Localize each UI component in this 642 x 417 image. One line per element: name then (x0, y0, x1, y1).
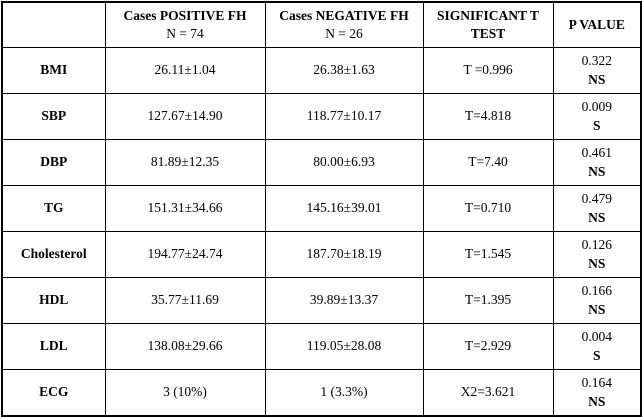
p-value: 0.009 (581, 99, 612, 115)
row-label: BMI (1, 47, 106, 94)
significance-flag: NS (588, 71, 606, 87)
table-row-hdl: HDL 35.77±11.69 39.89±13.37 T=1.395 0.16… (1, 277, 642, 324)
header-negative-n: N = 26 (325, 26, 363, 41)
test-value: T=1.395 (422, 277, 554, 324)
positive-value: 26.11±1.04 (104, 47, 266, 94)
negative-value: 187.70±18.19 (264, 231, 424, 278)
header-negative-title: Cases NEGATIVE FH (279, 7, 409, 23)
table-row-ecg: ECG 3 (10%) 1 (3.3%) X2=3.621 0.164 NS (1, 369, 642, 417)
negative-value: 39.89±13.37 (264, 277, 424, 324)
significance-flag: NS (588, 209, 606, 225)
test-value: T=7.40 (422, 139, 554, 186)
positive-value: 151.31±34.66 (104, 185, 266, 232)
negative-value: 145.16±39.01 (264, 185, 424, 232)
p-value-cell: 0.164 NS (552, 369, 642, 417)
p-value: 0.004 (581, 329, 612, 345)
p-value-cell: 0.166 NS (552, 277, 642, 324)
significance-flag: NS (588, 255, 606, 271)
row-label: DBP (1, 139, 106, 186)
positive-value: 138.08±29.66 (104, 323, 266, 370)
test-value: T=0.710 (422, 185, 554, 232)
negative-value: 119.05±28.08 (264, 323, 424, 370)
positive-value: 81.89±12.35 (104, 139, 266, 186)
table-row-bmi: BMI 26.11±1.04 26.38±1.63 T =0.996 0.322… (1, 47, 642, 94)
table-row-ldl: LDL 138.08±29.66 119.05±28.08 T=2.929 0.… (1, 323, 642, 370)
table-row-tg: TG 151.31±34.66 145.16±39.01 T=0.710 0.4… (1, 185, 642, 232)
test-value: T=2.929 (422, 323, 554, 370)
header-empty-cell (1, 1, 106, 48)
p-value-cell: 0.479 NS (552, 185, 642, 232)
negative-value: 118.77±10.17 (264, 93, 424, 140)
negative-value: 80.00±6.93 (264, 139, 424, 186)
significance-flag: S (592, 347, 601, 363)
p-value: 0.322 (581, 53, 612, 69)
test-value: X2=3.621 (422, 369, 554, 417)
significance-flag: S (592, 117, 601, 133)
header-p-value: P VALUE (552, 1, 642, 48)
positive-value: 194.77±24.74 (104, 231, 266, 278)
p-value-cell: 0.322 NS (552, 47, 642, 94)
p-value-cell: 0.461 NS (552, 139, 642, 186)
row-label: Cholesterol (1, 231, 106, 278)
header-cases-positive-fh: Cases POSITIVE FH N = 74 (104, 1, 266, 48)
row-label: TG (1, 185, 106, 232)
positive-value: 3 (10%) (104, 369, 266, 417)
p-value-cell: 0.004 S (552, 323, 642, 370)
table-row-dbp: DBP 81.89±12.35 80.00±6.93 T=7.40 0.461 … (1, 139, 642, 186)
row-label: SBP (1, 93, 106, 140)
row-label: ECG (1, 369, 106, 417)
header-row: Cases POSITIVE FH N = 74 Cases NEGATIVE … (1, 1, 642, 48)
positive-value: 35.77±11.69 (104, 277, 266, 324)
test-value: T=1.545 (422, 231, 554, 278)
positive-value: 127.67±14.90 (104, 93, 266, 140)
p-value: 0.479 (581, 191, 612, 207)
header-cases-negative-fh: Cases NEGATIVE FH N = 26 (264, 1, 424, 48)
header-significant-t-test: SIGNIFICANT T TEST (422, 1, 554, 48)
significance-flag: NS (588, 393, 606, 409)
negative-value: 1 (3.3%) (264, 369, 424, 417)
row-label: HDL (1, 277, 106, 324)
test-value: T =0.996 (422, 47, 554, 94)
p-value-cell: 0.009 S (552, 93, 642, 140)
header-positive-title: Cases POSITIVE FH (123, 7, 247, 23)
negative-value: 26.38±1.63 (264, 47, 424, 94)
p-value-cell: 0.126 NS (552, 231, 642, 278)
test-value: T=4.818 (422, 93, 554, 140)
p-value: 0.166 (581, 283, 612, 299)
significance-flag: NS (588, 163, 606, 179)
significance-flag: NS (588, 301, 606, 317)
p-value: 0.164 (581, 375, 612, 391)
table-row-sbp: SBP 127.67±14.90 118.77±10.17 T=4.818 0.… (1, 93, 642, 140)
p-value: 0.461 (581, 145, 612, 161)
p-value: 0.126 (581, 237, 612, 253)
table-row-cholesterol: Cholesterol 194.77±24.74 187.70±18.19 T=… (1, 231, 642, 278)
row-label: LDL (1, 323, 106, 370)
header-positive-n: N = 74 (166, 26, 204, 41)
